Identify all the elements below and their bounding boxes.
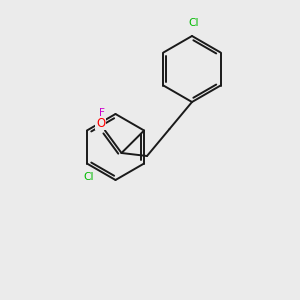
Text: Cl: Cl	[83, 172, 94, 182]
Text: O: O	[96, 116, 105, 130]
Text: Cl: Cl	[188, 17, 199, 28]
Text: F: F	[99, 107, 105, 118]
